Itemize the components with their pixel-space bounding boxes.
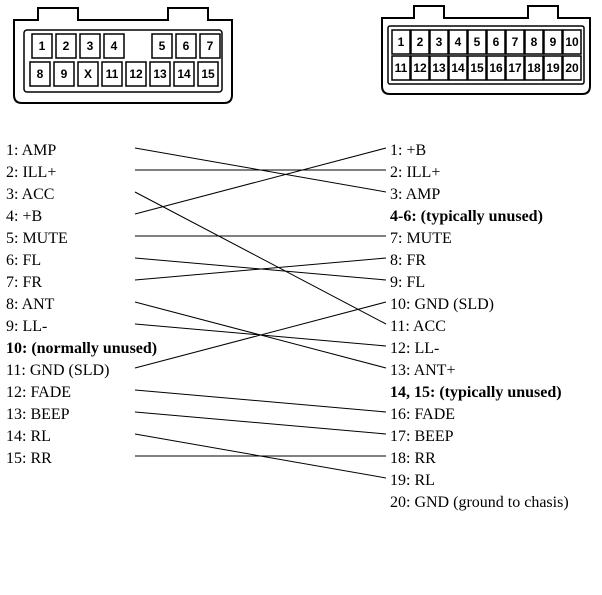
svg-text:16: 16: [489, 61, 503, 75]
svg-text:19: 19: [546, 61, 560, 75]
svg-text:4: 4: [111, 39, 118, 53]
svg-text:14: 14: [177, 67, 191, 81]
svg-text:1: 1: [39, 39, 46, 53]
pin-row: 6: FL: [6, 250, 157, 272]
pin-row: 10: GND (SLD): [390, 294, 569, 316]
svg-text:12: 12: [413, 61, 427, 75]
svg-text:3: 3: [87, 39, 94, 53]
svg-text:6: 6: [493, 35, 500, 49]
pin-row: 2: ILL+: [390, 162, 569, 184]
svg-text:7: 7: [512, 35, 519, 49]
pin-row: 17: BEEP: [390, 426, 569, 448]
svg-text:12: 12: [129, 67, 143, 81]
svg-text:X: X: [84, 67, 92, 81]
pin-row: 11: GND (SLD): [6, 360, 157, 382]
pin-row: 3: AMP: [390, 184, 569, 206]
svg-text:17: 17: [508, 61, 522, 75]
pinout-left: 1: AMP2: ILL+3: ACC4: +B5: MUTE6: FL7: F…: [6, 140, 157, 470]
svg-text:10: 10: [565, 35, 579, 49]
svg-text:3: 3: [436, 35, 443, 49]
svg-text:11: 11: [106, 67, 119, 81]
svg-text:15: 15: [201, 67, 215, 81]
pin-row: 8: ANT: [6, 294, 157, 316]
svg-text:8: 8: [531, 35, 538, 49]
svg-text:5: 5: [474, 35, 481, 49]
pin-row: 13: ANT+: [390, 360, 569, 382]
pin-row: 18: RR: [390, 448, 569, 470]
pin-row: 3: ACC: [6, 184, 157, 206]
pinout-right: 1: +B2: ILL+3: AMP4-6: (typically unused…: [390, 140, 569, 514]
pin-row: 10: (normally unused): [6, 338, 157, 360]
svg-text:15: 15: [470, 61, 484, 75]
svg-text:5: 5: [159, 39, 166, 53]
svg-text:14: 14: [451, 61, 465, 75]
pin-row: 4: +B: [6, 206, 157, 228]
pin-row: 1: +B: [390, 140, 569, 162]
svg-text:9: 9: [550, 35, 557, 49]
connector-20pin: 12345678910 11121314151617181920: [378, 0, 594, 105]
svg-text:2: 2: [417, 35, 424, 49]
svg-text:4: 4: [455, 35, 462, 49]
pin-row: 9: LL-: [6, 316, 157, 338]
pin-row: 4-6: (typically unused): [390, 206, 569, 228]
pin-row: 9: FL: [390, 272, 569, 294]
svg-text:13: 13: [432, 61, 446, 75]
pin-row: 5: MUTE: [6, 228, 157, 250]
svg-text:11: 11: [395, 61, 408, 75]
pin-row: 20: GND (ground to chasis): [390, 492, 569, 514]
pin-row: 7: MUTE: [390, 228, 569, 250]
svg-text:9: 9: [61, 67, 68, 81]
pin-row: 14, 15: (typically unused): [390, 382, 569, 404]
connector-15pin: 1234567 89X1112131415: [8, 0, 238, 115]
pin-row: 8: FR: [390, 250, 569, 272]
pin-row: 11: ACC: [390, 316, 569, 338]
pin-row: 7: FR: [6, 272, 157, 294]
pin-row: 14: RL: [6, 426, 157, 448]
svg-text:18: 18: [527, 61, 541, 75]
pin-row: 12: LL-: [390, 338, 569, 360]
svg-text:1: 1: [398, 35, 405, 49]
pin-row: 1: AMP: [6, 140, 157, 162]
svg-text:6: 6: [183, 39, 190, 53]
pin-row: 16: FADE: [390, 404, 569, 426]
pin-row: 19: RL: [390, 470, 569, 492]
svg-text:8: 8: [37, 67, 44, 81]
svg-text:13: 13: [153, 67, 167, 81]
pin-row: 15: RR: [6, 448, 157, 470]
pin-row: 12: FADE: [6, 382, 157, 404]
svg-text:20: 20: [565, 61, 579, 75]
pin-row: 13: BEEP: [6, 404, 157, 426]
svg-text:7: 7: [207, 39, 214, 53]
pin-row: 2: ILL+: [6, 162, 157, 184]
svg-text:2: 2: [63, 39, 70, 53]
